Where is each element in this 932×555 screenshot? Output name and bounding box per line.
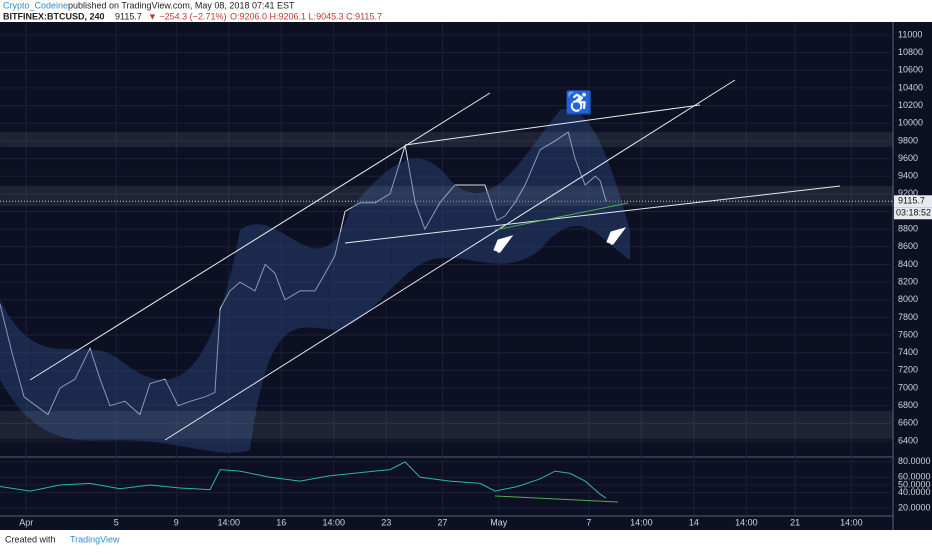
symbol: BITFINEX:BTCUSD, 240 [3,11,105,21]
band [0,108,630,453]
y-tick-label: 7800 [898,312,918,322]
y-tick-label: 9200 [898,188,918,198]
x-tick-label: 21 [790,517,800,527]
y-tick-label: 7600 [898,329,918,339]
channel-line [164,79,736,441]
rocket-icon [493,235,514,254]
y-tick-label: 6800 [898,400,918,410]
countdown-box [894,207,932,220]
y-tick-label: 20.0000 [898,502,931,512]
rocket-icon [606,227,627,246]
y-tick-label: 40.0000 [898,487,931,497]
x-tick-label: 14:00 [323,517,346,527]
x-tick-label: 5 [114,517,119,527]
y-tick-label: 9600 [898,153,918,163]
published: published on TradingView.com, May 08, 20… [68,0,295,10]
y-tick-label: 11000 [898,29,922,39]
zone [0,185,894,207]
x-tick-label: 7 [586,517,591,527]
y-tick-label: 6400 [898,435,918,445]
wedge-line [344,185,841,244]
y-tick-label: 80.0000 [898,456,931,466]
y-tick-label: 8800 [898,224,918,234]
author[interactable]: Crypto_Codeine [3,0,68,10]
y-tick-label: 7000 [898,382,918,392]
series-line [0,461,607,499]
x-tick-label: 16 [276,517,286,527]
y-tick-label: 9400 [898,171,918,181]
chart-bg [0,22,932,530]
ohlc: O:9206.0 H:9206.1 L:9045.3 C:9115.7 [230,11,382,21]
y-tick-label: 10800 [898,47,923,57]
footer-brand[interactable]: TradingView [70,534,120,544]
channel-line [29,92,491,381]
drawings: ♿ [0,79,894,503]
x-tick-label: 23 [381,517,391,527]
y-tick-label: 60.0000 [898,472,931,482]
divergence-line [494,202,629,231]
x-tick-label: 14 [689,517,699,527]
y-tick-label: 9800 [898,135,918,145]
y-tick-label: 8400 [898,259,918,269]
y-tick-label: 10200 [898,100,923,110]
x-tick-label: Apr [19,517,33,527]
y-tick-label: 50.0000 [898,479,931,489]
series-line [0,131,607,416]
change: ▼ −254.3 (−2.71%) [148,11,226,21]
x-tick-label: 9 [174,517,179,527]
x-tick-label: 14:00 [630,517,653,527]
y-tick-label: 6600 [898,418,918,428]
rsi-divergence-line [494,495,619,503]
y-tick-label: 8600 [898,241,918,251]
footer-created: Created with [5,534,56,544]
last: 9115.7 [115,11,142,21]
y-tick-label: 8000 [898,294,918,304]
wedge-line [404,104,701,146]
x-tick-label: 14:00 [218,517,241,527]
y-tick-label: 10600 [898,65,923,75]
y-tick-label: 10000 [898,118,923,128]
y-tick-label: 8200 [898,276,918,286]
x-tick-label: 14:00 [735,517,758,527]
y-tick-label: 7200 [898,365,918,375]
x-tick-label: 14:00 [840,517,863,527]
x-tick-label: May [490,517,508,527]
y-tick-label: 7400 [898,347,918,357]
last-price-box [894,195,932,208]
countdown-label: 03:18:52 [896,208,931,218]
x-tick-label: 27 [438,517,448,527]
wheelchair-icon: ♿ [565,90,592,115]
last-price-label: 9115.7 [898,196,925,206]
y-tick-label: 10400 [898,82,923,92]
zone [0,410,894,440]
